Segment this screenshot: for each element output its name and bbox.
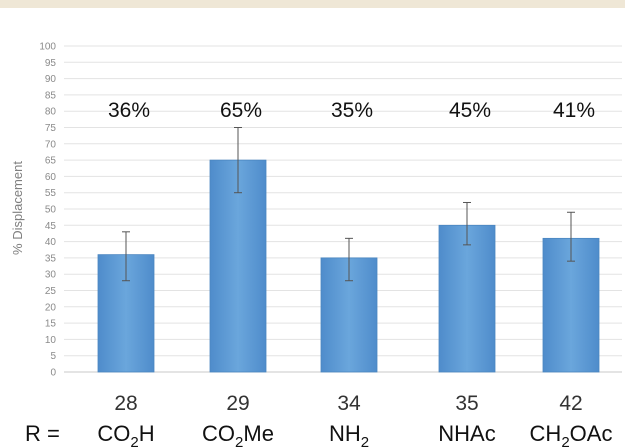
x-category-label: 28 [114, 392, 137, 415]
data-label: 35% [331, 99, 373, 122]
y-tick-label: 45 [45, 221, 57, 232]
substituent-label: CO2H [97, 421, 154, 448]
y-tick-label: 65 [45, 156, 57, 167]
y-tick-label: 80 [45, 107, 57, 118]
data-label: 36% [108, 99, 150, 122]
y-tick-label: 90 [45, 74, 57, 85]
y-tick-label: 60 [45, 172, 57, 183]
bars [97, 159, 600, 373]
y-axis-label: % Displacement [10, 161, 25, 255]
gridlines [64, 45, 622, 373]
substituent-label: NHAc [438, 421, 495, 446]
x-category-label: 35 [455, 392, 478, 415]
bar [209, 159, 267, 373]
y-tick-label: 85 [45, 90, 57, 101]
y-tick-label: 70 [45, 139, 57, 150]
data-labels: 36% 65% 35% 45% 41% [108, 99, 595, 122]
data-label: 65% [220, 99, 262, 122]
y-tick-label: 20 [45, 302, 57, 313]
y-tick-label: 75 [45, 123, 57, 134]
x-category-label: 42 [559, 392, 582, 415]
y-tick-label: 35 [45, 253, 57, 264]
data-label: 41% [553, 99, 595, 122]
y-tick-label: 25 [45, 286, 57, 297]
data-label: 45% [449, 99, 491, 122]
y-tick-label: 0 [50, 368, 56, 379]
y-tick-label: 100 [39, 42, 56, 53]
bar [438, 224, 496, 373]
y-tick-label: 95 [45, 58, 57, 69]
y-tick-label: 10 [45, 335, 57, 346]
y-tick-label: 5 [50, 351, 56, 362]
y-tick-label: 50 [45, 205, 57, 216]
substituent-label: NH2 [329, 421, 369, 448]
y-tick-label: 40 [45, 237, 57, 248]
r-prefix-label: R = [25, 421, 60, 446]
error-bars [122, 127, 575, 282]
y-axis-tick-labels: 0 5 10 15 20 25 30 35 40 45 50 55 60 65 70 75 80 85 90 95 10… [39, 42, 56, 379]
substituent-labels: CO2H CO2Me NH2 NHAc CH2OAc [97, 421, 612, 448]
x-axis-categories: 28 29 34 35 42 [114, 392, 582, 415]
x-category-label: 34 [337, 392, 361, 415]
y-tick-label: 55 [45, 188, 57, 199]
top-border-band [0, 0, 625, 8]
substituent-label: CO2Me [202, 421, 274, 448]
y-tick-label: 30 [45, 270, 57, 281]
substituent-label: CH2OAc [530, 421, 613, 448]
y-tick-label: 15 [45, 319, 57, 330]
x-category-label: 29 [226, 392, 249, 415]
